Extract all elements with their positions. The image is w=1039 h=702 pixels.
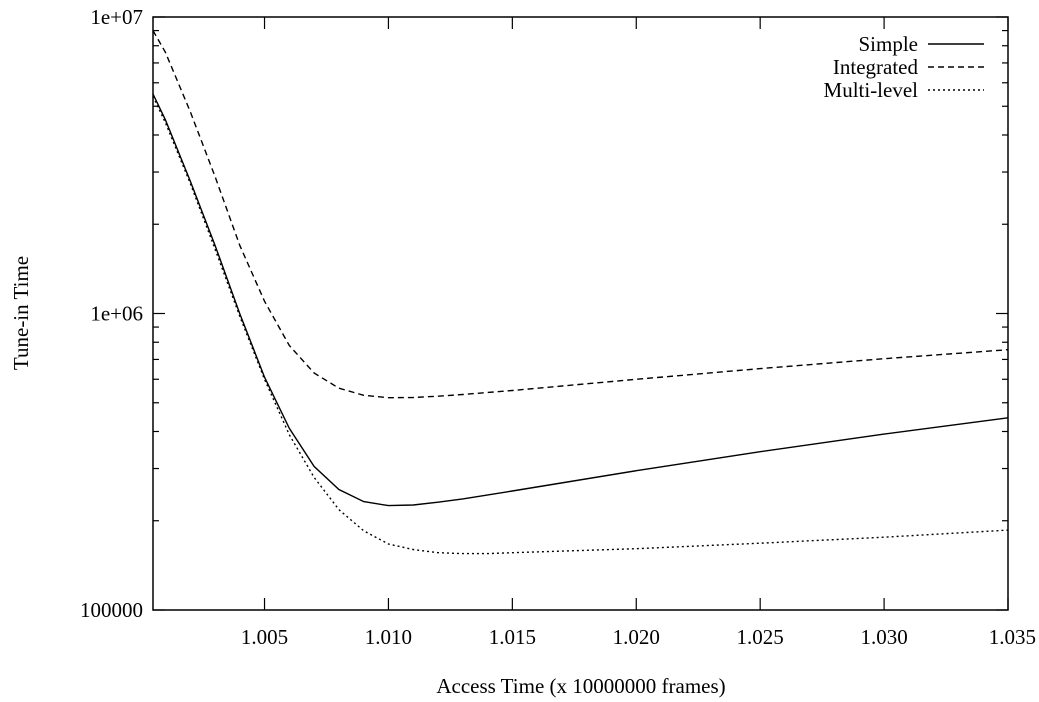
series-line-simple [152, 93, 1009, 507]
x-axis: 1.005 1.010 1.015 1.020 1.025 1.030 1.035 [241, 17, 1036, 649]
x-tick-label: 1.020 [613, 625, 660, 649]
y-tick-label: 1e+06 [90, 302, 143, 326]
plot-frame [152, 16, 1009, 611]
y-tick-label: 100000 [80, 598, 143, 622]
legend-label: Integrated [833, 55, 919, 79]
series-layer [152, 30, 1009, 555]
x-tick-label: 1.030 [860, 625, 907, 649]
legend-label: Multi-level [824, 78, 919, 102]
legend-label: Simple [858, 32, 918, 56]
x-tick-label: 1.015 [489, 625, 536, 649]
series-line-multi-level [152, 96, 1009, 555]
series-line-integrated [152, 30, 1009, 399]
x-tick-label: 1.025 [737, 625, 784, 649]
y-tick-label: 1e+07 [90, 5, 143, 29]
x-tick-label: 1.010 [365, 625, 412, 649]
y-axis-label: Tune-in Time [9, 256, 33, 370]
x-tick-label: 1.005 [241, 625, 288, 649]
x-axis-label: Access Time (x 10000000 frames) [436, 674, 725, 698]
x-tick-label: 1.035 [989, 625, 1036, 649]
